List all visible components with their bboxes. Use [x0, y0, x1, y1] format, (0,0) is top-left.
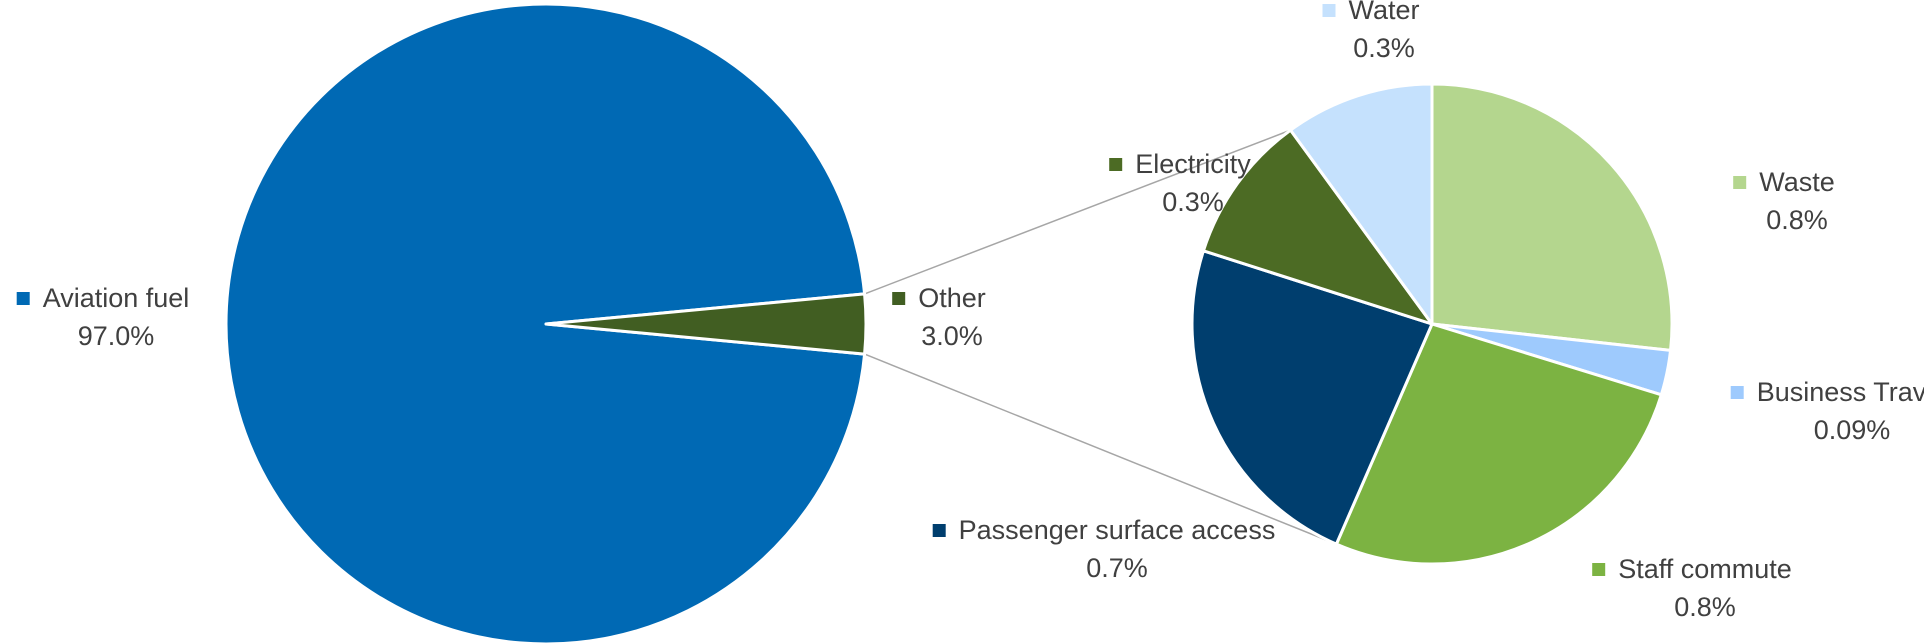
slice-passenger-surface-access: [1190, 249, 1434, 546]
slice-water: [1289, 82, 1434, 326]
legend-key-other: [892, 292, 906, 305]
label-value-waste: 0.8%: [1766, 205, 1828, 235]
legend-key-aviation-fuel: [16, 292, 30, 305]
connector-line-bottom: [864, 353, 1337, 545]
main-pie: [224, 2, 868, 644]
slice-staff-commute: [1334, 322, 1663, 566]
data-label-business-travel: Business Travel 0.09%: [1730, 377, 1924, 445]
secondary-pie: [1190, 82, 1674, 566]
legend-key-waste: [1733, 176, 1747, 189]
legend-key-staff-commute: [1592, 563, 1606, 576]
label-value-water: 0.3%: [1353, 33, 1415, 63]
data-label-other: Other 3.0%: [892, 283, 986, 351]
slice-other: [544, 292, 868, 356]
label-name-electricity: Electricity: [1135, 149, 1251, 179]
legend-key-electricity: [1109, 158, 1123, 171]
label-name-aviation-fuel: Aviation fuel: [43, 283, 190, 313]
connector-line-top: [864, 129, 1291, 295]
label-value-aviation-fuel: 97.0%: [78, 321, 155, 351]
slice-waste: [1430, 82, 1674, 352]
legend-key-business-travel: [1730, 386, 1744, 399]
legend-key-water: [1322, 4, 1336, 17]
label-name-waste: Waste: [1759, 167, 1835, 197]
label-name-water: Water: [1348, 0, 1419, 25]
label-value-business-travel: 0.09%: [1814, 415, 1891, 445]
label-name-other: Other: [918, 283, 986, 313]
slice-electricity: [1201, 128, 1434, 326]
label-name-staff-commute: Staff commute: [1618, 554, 1792, 584]
data-label-staff-commute: Staff commute 0.8%: [1592, 554, 1792, 622]
data-label-electricity: Electricity 0.3%: [1109, 149, 1251, 217]
label-name-passenger-surface-access: Passenger surface access: [959, 515, 1276, 545]
data-label-aviation-fuel: Aviation fuel 97.0%: [16, 283, 190, 351]
data-label-waste: Waste 0.8%: [1733, 167, 1835, 235]
data-label-water: Water 0.3%: [1322, 0, 1420, 63]
legend-key-passenger-surface-access: [932, 524, 946, 537]
data-labels: Aviation fuel 97.0% Other 3.0% Waste 0.8% Busi…: [16, 0, 1924, 622]
label-value-other: 3.0%: [921, 321, 983, 351]
label-value-electricity: 0.3%: [1162, 187, 1224, 217]
label-name-business-travel: Business Travel: [1757, 377, 1924, 407]
connector-lines: [864, 129, 1337, 545]
data-label-passenger-surface-access: Passenger surface access 0.7%: [932, 515, 1276, 583]
label-value-passenger-surface-access: 0.7%: [1086, 553, 1148, 583]
label-value-staff-commute: 0.8%: [1674, 592, 1736, 622]
